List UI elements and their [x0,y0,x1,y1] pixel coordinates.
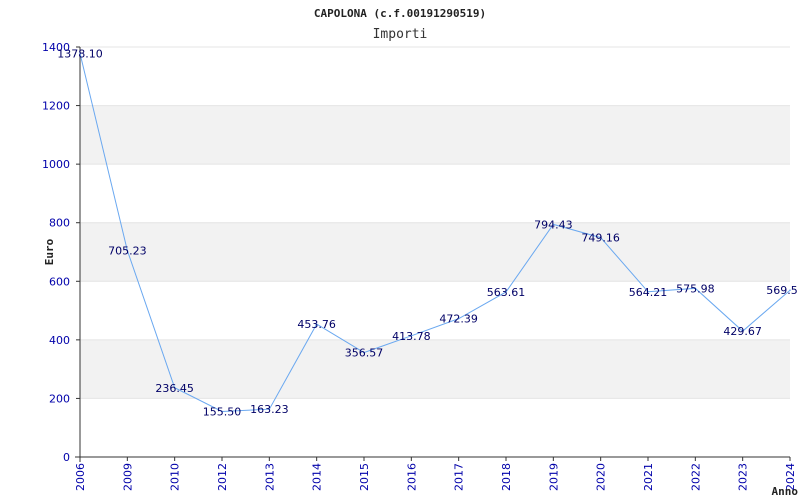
data-point [79,52,81,55]
y-tick-label: 800 [49,217,70,230]
y-tick-label: 400 [49,334,70,347]
x-tick-label: 2016 [405,463,418,491]
x-tick-label: 2018 [500,463,513,491]
x-axis-title: Anno [772,485,799,498]
y-axis-title: Euro [43,238,56,265]
data-point [410,335,413,337]
y-tick-label: 1000 [42,158,70,171]
data-label: 236.45 [155,382,194,395]
data-point [599,236,602,239]
x-tick-label: 2021 [642,463,655,491]
x-tick-label: 2012 [216,463,229,491]
data-label: 163.23 [250,403,289,416]
grid-bands [80,46,790,458]
data-label: 564.21 [629,286,668,299]
data-point [363,351,365,354]
x-tick-label: 2017 [453,463,466,491]
data-label: 563.61 [487,286,526,299]
grid-band [80,222,790,282]
x-tick-label: 2022 [689,463,702,491]
data-point [221,410,223,413]
data-point [647,290,649,293]
axes [75,47,790,462]
data-label: 1378.10 [57,47,103,60]
data-point [268,408,271,410]
x-tick-label: 2009 [121,463,134,491]
data-labels: 1378.10 705.23 236.45 155.50 163.23 453.76 356… [57,47,798,418]
data-label: 413.78 [392,330,431,343]
grid-band [80,105,790,165]
y-tick-label: 1400 [42,41,70,54]
x-tick-label: 2024 [784,463,797,491]
data-point [741,330,744,332]
x-tick-label: 2019 [547,463,560,491]
x-tick-labels: 2006 2009 2010 2012 2013 2014 2015 2016 2017 2018… [74,457,797,491]
data-point [173,386,176,389]
series-line [79,52,791,413]
chart-title: CAPOLONA (c.f.00191290519) [314,7,486,20]
data-label: 794.43 [534,218,573,231]
data-point [126,249,129,252]
data-point [315,323,318,325]
series-line-path [79,53,791,412]
y-tick-labels: 0 200 400 600 800 1000 1200 1400 [42,41,80,464]
data-label: 155.50 [203,405,242,418]
data-point [505,291,507,293]
x-tick-label: 2023 [737,463,750,491]
data-label: 429.67 [723,325,762,338]
data-label: 749.16 [581,232,620,245]
data-point [457,317,460,320]
grid-band [80,339,790,399]
data-point [789,289,791,292]
data-label: 453.76 [297,318,336,331]
x-tick-label: 2014 [311,463,324,491]
data-label: 705.23 [108,244,147,257]
data-point [552,223,555,226]
data-label: 472.39 [439,313,478,326]
y-tick-label: 1200 [42,100,70,113]
x-tick-label: 2006 [74,463,87,491]
x-tick-label: 2013 [263,463,276,491]
y-tick-label: 200 [49,392,70,405]
data-label: 569.5 [766,284,798,297]
y-tick-label: 0 [63,451,70,464]
y-tick-label: 600 [49,275,70,288]
data-label: 575.98 [676,282,715,295]
chart-subtitle: Importi [373,27,428,42]
x-tick-label: 2010 [169,463,182,491]
data-point [694,287,697,290]
x-tick-label: 2015 [358,463,371,491]
data-label: 356.57 [345,347,384,360]
x-tick-label: 2020 [595,463,608,491]
